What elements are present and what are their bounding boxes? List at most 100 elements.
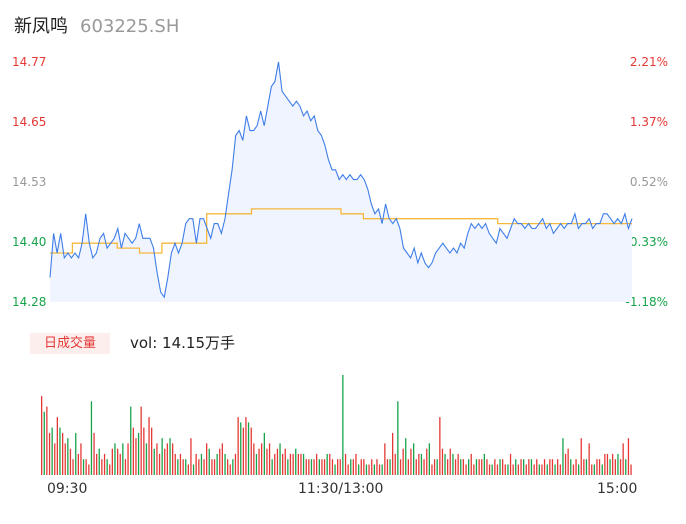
volume-bar	[371, 459, 373, 475]
volume-bar	[185, 459, 187, 475]
volume-bar	[543, 459, 546, 475]
stock-title: 新凤鸣 603225.SH	[14, 12, 179, 38]
volume-bar	[533, 464, 535, 475]
volume-bar	[528, 459, 530, 475]
volume-bar	[295, 448, 297, 475]
volume-bar	[352, 459, 354, 475]
volume-bar	[274, 453, 276, 475]
volume-bar	[310, 459, 313, 475]
pct-tick-label: -0.33%	[625, 235, 668, 249]
x-tick-label: 11:30/13:00	[298, 481, 384, 497]
volume-bar	[109, 464, 111, 475]
volume-bar	[418, 453, 420, 475]
volume-bar	[502, 459, 504, 475]
volume-bar	[237, 417, 239, 475]
volume-bar	[321, 459, 323, 475]
volume-bar	[216, 453, 218, 475]
volume-bar	[481, 459, 483, 475]
volume-bar	[59, 427, 61, 475]
volume-bar	[355, 453, 357, 475]
volume-bar	[255, 453, 258, 475]
volume-bar	[43, 411, 45, 475]
volume-bar	[297, 453, 299, 475]
volume-bar	[557, 459, 559, 475]
volume-bar	[316, 453, 318, 475]
volume-bar	[164, 448, 166, 475]
volume-bar	[111, 448, 113, 475]
volume-bar	[119, 453, 121, 475]
volume-bar	[103, 453, 106, 475]
volume-bar	[130, 406, 132, 475]
volume-bar	[137, 432, 140, 475]
volume-bar	[62, 432, 64, 475]
volume-bar	[363, 459, 365, 475]
volume-bar	[617, 453, 619, 475]
stock-code: 603225.SH	[80, 16, 180, 37]
volume-bar	[622, 443, 624, 475]
volume-bar	[122, 443, 124, 475]
volume-bar	[276, 448, 279, 475]
volume-bar	[250, 427, 252, 475]
volume-bar	[407, 459, 409, 475]
volume-bar	[517, 464, 519, 475]
volume-bar	[606, 453, 609, 475]
volume-bar	[483, 453, 485, 475]
volume-bar	[572, 464, 575, 475]
volume-bar	[399, 459, 402, 475]
volume-bar	[234, 453, 237, 475]
price-tick-label: 14.40	[12, 235, 47, 249]
volume-bar	[82, 459, 85, 475]
volume-tag[interactable]: 日成交量	[30, 333, 110, 354]
volume-bar	[562, 438, 564, 475]
volume-bar	[473, 464, 475, 475]
volume-bar	[536, 459, 538, 475]
volume-bar	[619, 459, 622, 475]
volume-bar	[488, 464, 491, 475]
volume-bar	[48, 432, 51, 475]
volume-bar	[373, 464, 375, 475]
pct-tick-label: 2.21%	[629, 55, 668, 69]
volume-bar	[512, 464, 514, 475]
volume-bar	[245, 417, 247, 475]
volume-bar	[376, 459, 378, 475]
volume-bar	[525, 464, 527, 475]
volume-bar	[358, 464, 360, 475]
volume-bar	[211, 459, 213, 475]
volume-bar	[546, 464, 548, 475]
volume-bar	[342, 375, 344, 475]
volume-bar	[541, 464, 543, 475]
volume-bar	[449, 448, 451, 475]
volume-bar	[334, 464, 336, 475]
volume-readout: vol: 14.15万手	[130, 334, 235, 352]
pct-tick-label: -1.18%	[625, 295, 668, 309]
price-line	[49, 61, 633, 299]
volume-bar	[604, 453, 606, 475]
volume-bar	[77, 453, 79, 475]
price-tick-label: 14.28	[12, 295, 47, 309]
volume-bar	[423, 459, 425, 475]
volume-bar	[554, 464, 556, 475]
volume-bar	[51, 427, 53, 475]
volume-bar	[284, 448, 286, 475]
volume-bar	[470, 453, 472, 475]
volume-bar	[190, 438, 192, 475]
volume-bar	[179, 453, 182, 475]
volume-bar	[96, 453, 98, 475]
volume-bar	[520, 459, 522, 475]
volume-bar	[384, 443, 386, 475]
volume-bar	[614, 459, 616, 475]
volume-bar	[177, 459, 179, 475]
volume-bar	[570, 459, 572, 475]
volume-bar	[491, 464, 493, 475]
volume-bar	[268, 443, 271, 475]
volume-bar	[392, 432, 394, 475]
volume-bar	[331, 459, 334, 475]
volume-bar	[182, 459, 184, 475]
volume-bar	[457, 453, 459, 475]
volume-bar	[195, 453, 197, 475]
volume-bar	[169, 438, 171, 475]
volume-bar	[381, 464, 383, 475]
volume-bar	[166, 443, 168, 475]
volume-bar	[289, 453, 292, 475]
